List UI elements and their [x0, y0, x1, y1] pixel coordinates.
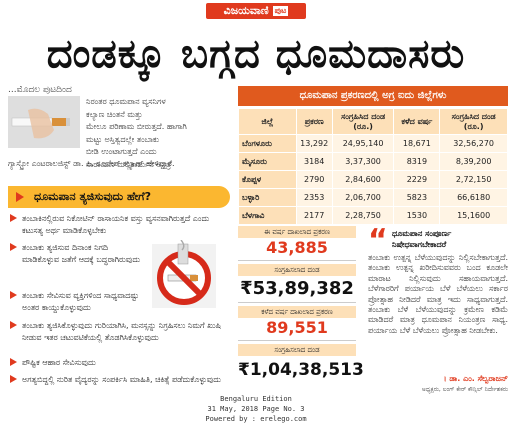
table-cell: 8,39,200	[439, 152, 508, 171]
table-cell: 2353	[295, 188, 333, 207]
district-cell: ಕೊಪ್ಪಳ	[238, 170, 297, 189]
tip-item: ತಂಬಾಕು ತ್ಯಜಿಸುವ ದಿನಾಂಕ ನಿಗದಿ ಮಾಡಿಕೊಳ್ಳುವ…	[10, 242, 146, 265]
newspaper-logo[interactable]: ವಿಜಯವಾಣಿ ಪುಟ	[206, 3, 306, 19]
divider	[238, 302, 356, 303]
district-cell: ಬೆಳಗಾವಿ	[238, 206, 297, 225]
arrow-bullet-icon	[16, 192, 24, 202]
table-cell: 2,28,750	[331, 206, 395, 225]
table-cell: 2177	[295, 206, 333, 225]
tip-text: ತಂಬಾಕು ಸೇವಿಸುವ ವ್ಯಕ್ತಿಗಳಿಂದ ಸಾಧ್ಯವಾದಷ್ಟು…	[22, 291, 139, 312]
stat-label: ಕಳೆದ ವರ್ಷ ದಾಖಲಾದ ಪ್ರಕರಣ	[238, 306, 356, 318]
arrow-bullet-icon	[10, 321, 17, 329]
table-cell: 1530	[393, 206, 441, 225]
table-cell: 5823	[393, 188, 441, 207]
district-cell: ಬೆಂಗಳೂರು	[238, 134, 297, 153]
intro-closing-line: ಗ್ಯಾಸ್ಟ್ರೋ ಎಂಟರಾಲಜಿಸ್ಟ್ ಡಾ. ಪಿ. ರೂಪೇಶ್ ಕ…	[8, 159, 175, 168]
column-header: ಸಂಗ್ರಹಿಸಿದ ದಂಡ (ರೂ.)	[331, 108, 395, 135]
district-cell: ಬಳ್ಳಾರಿ	[238, 188, 297, 207]
tip-text: ತಂಬಾಕು ತ್ಯಜಿಸಿಕೊಳ್ಳುವುದು ಗುರಿಯಾಗಿಸಿ, ಮನಸ…	[22, 321, 221, 342]
table-cell: 2,06,700	[331, 188, 395, 207]
intro-line: ಕಲ್ಯಾಣ ಚಿಂತನೆ ಮತ್ತು	[86, 109, 143, 119]
table-cell: 2,84,600	[331, 170, 395, 189]
table-cell: 66,6180	[439, 188, 508, 207]
district-cell: ಮೈಸೂರು	[238, 152, 297, 171]
table-cell: 8319	[393, 152, 441, 171]
table-cell: 2790	[295, 170, 333, 189]
column-header: ಕಳೆದ ವರ್ಷ	[393, 108, 441, 135]
page-badge: ಪುಟ	[272, 6, 289, 16]
intro-line: ನಾರಾಯಣ ಮಲ್ಲಿಕಾರ್ಜುನ ಆಸ್ಪತ್ರೆ	[86, 159, 172, 169]
tip-item: ತಂಬಾಕಿನಲ್ಲಿರುವ ನಿಕೋಟಿನ್ ರಾಸಾಯನಿಕ ವಸ್ತು ವ…	[10, 213, 224, 236]
stat-label: ಸಂಗ್ರಹಿಸಲಾದ ದಂಡ	[238, 344, 356, 356]
intro-line: ಮೇಲೂ ಪರಿಣಾಮ ಬೀರುತ್ತದೆ. ಹಾಗಾಗಿ	[86, 122, 187, 132]
intro-text: ನಿರಂತರ ಧೂಮಪಾನ ವ್ಯಸನಿಗಳ ಕಲ್ಯಾಣ ಚಿಂತನೆ ಮತ್…	[86, 96, 230, 172]
quote-author-role: ಅಧ್ಯಕ್ಷರು, ಲಂಗ್ ಕೇರ್ ಕೌನ್ಸಿಲ್ ನಿರ್ದೇಶಕರು	[421, 386, 508, 393]
tip-text: ಅಗತ್ಯಬಿದ್ದಲ್ಲಿ ನುರಿತ ವೈದ್ಯರನ್ನು ಸಂಪರ್ಕಿಸ…	[22, 375, 221, 384]
arrow-bullet-icon	[10, 243, 17, 251]
arrow-bullet-icon	[10, 214, 17, 222]
footer-date-page: 31 May, 2018 Page No. 3	[207, 405, 305, 413]
stat-label: ಸಂಗ್ರಹಿಸಲಾದ ದಂಡ	[238, 264, 356, 276]
quit-section-title: ಧೂಮಪಾನ ತ್ಯಜಿಸುವುದು ಹೇಗೆ?	[8, 186, 230, 208]
table-cell: 32,56,270	[439, 134, 508, 153]
cigarette-photo	[8, 96, 80, 148]
divider	[238, 260, 356, 261]
tip-item: ಪೌಷ್ಟಿಕ ಆಹಾರ ಸೇವಿಸುವುದು	[10, 357, 230, 369]
tip-item: ತಂಬಾಕು ತ್ಯಜಿಸಿಕೊಳ್ಳುವುದು ಗುರಿಯಾಗಿಸಿ, ಮನಸ…	[10, 320, 230, 343]
districts-table: ಜಿಲ್ಲೆ ಪ್ರಕರಣ ಸಂಗ್ರಹಿಸಿದ ದಂಡ (ರೂ.) ಕಳೆದ …	[238, 108, 508, 225]
stat-value: ₹53,89,382	[240, 278, 354, 299]
continued-label: ...ಮೊದಲ ಪುಟದಿಂದ	[8, 85, 72, 95]
footer-edition: Bengaluru Edition	[220, 395, 292, 403]
intro-line: ನಿರಂತರ ಧೂಮಪಾನ ವ್ಯಸನಿಗಳ	[86, 97, 166, 106]
no-smoking-icon	[148, 239, 220, 312]
stat-value: 89,551	[266, 318, 328, 337]
stat-value: 43,885	[266, 238, 328, 257]
table-cell: 3,37,300	[331, 152, 395, 171]
table-cell: 18,671	[393, 134, 441, 153]
masthead: ವಿಜಯವಾಣಿ ಪುಟ	[0, 0, 512, 22]
divider	[238, 340, 356, 341]
table-title: ಧೂಮಪಾನ ಪ್ರಕರಣದಲ್ಲಿ ಅಗ್ರ ಐದು ಜಿಲ್ಲೆಗಳು	[238, 86, 508, 106]
column-header: ಸಂಗ್ರಹಿಸಿದ ದಂಡ (ರೂ.)	[439, 108, 508, 135]
column-header: ಪ್ರಕರಣ	[295, 108, 333, 135]
table-cell: 15,1600	[439, 206, 508, 225]
intro-line: ಬೀಡಿ ಉಂಟಾಗುತ್ತದೆ ಎಂದು	[86, 147, 157, 157]
stat-label: ಈ ವರ್ಷ ದಾಖಲಾದ ಪ್ರಕರಣ	[238, 226, 356, 238]
tip-item: ಅಗತ್ಯಬಿದ್ದಲ್ಲಿ ನುರಿತ ವೈದ್ಯರನ್ನು ಸಂಪರ್ಕಿಸ…	[10, 374, 230, 386]
table-row: ಬಳ್ಳಾರಿ 2353 2,06,700 5823 66,6180	[238, 188, 508, 207]
column-header: ಜಿಲ್ಲೆ	[238, 108, 297, 135]
table-cell: 3184	[295, 152, 333, 171]
quote-mark-icon: “	[368, 223, 388, 258]
table-cell: 2229	[393, 170, 441, 189]
stat-value: ₹1,04,38,513	[238, 360, 364, 380]
table-row: ಕೊಪ್ಪಳ 2790 2,84,600 2229 2,72,150	[238, 170, 508, 189]
arrow-bullet-icon	[10, 291, 17, 299]
table-cell: 13,292	[295, 134, 333, 153]
headline: ದಂಡಕ್ಕೂ ಬಗ್ಗದ ಧೂಮದಾಸರು	[46, 31, 466, 77]
quote-author: । ಡಾ. ಎಂ. ಸೆಲ್ವರಾಜನ್	[443, 374, 508, 383]
footer: Bengaluru Edition 31 May, 2018 Page No. …	[0, 394, 512, 424]
tip-text: ತಂಬಾಕಿನಲ್ಲಿರುವ ನಿಕೋಟಿನ್ ರಾಸಾಯನಿಕ ವಸ್ತು ವ…	[22, 214, 210, 235]
logo-text: ವಿಜಯವಾಣಿ	[223, 4, 269, 17]
tip-text: ಪೌಷ್ಟಿಕ ಆಹಾರ ಸೇವಿಸುವುದು	[22, 358, 96, 367]
arrow-bullet-icon	[10, 358, 17, 366]
tip-item: ತಂಬಾಕು ಸೇವಿಸುವ ವ್ಯಕ್ತಿಗಳಿಂದ ಸಾಧ್ಯವಾದಷ್ಟು…	[10, 290, 146, 313]
table-cell: 24,95,140	[331, 134, 395, 153]
table-row: ಬೆಂಗಳೂರು 13,292 24,95,140 18,671 32,56,2…	[238, 134, 508, 153]
table-row: ಮೈಸೂರು 3184 3,37,300 8319 8,39,200	[238, 152, 508, 171]
table-row: ಬೆಳಗಾವಿ 2177 2,28,750 1530 15,1600	[238, 206, 508, 225]
quit-title-text: ಧೂಮಪಾನ ತ್ಯಜಿಸುವುದು ಹೇಗೆ?	[34, 190, 151, 203]
table-cell: 2,72,150	[439, 170, 508, 189]
arrow-bullet-icon	[10, 375, 17, 383]
intro-line: ಮಟ್ಟು ಅಸ್ತಿತ್ವದಲ್ಲೇ ತಂಬಾಕು	[86, 134, 160, 144]
quote-body: ತಂಬಾಕು ಉತ್ಪನ್ನ ಬೆಳೆಯುವುದನ್ನು ನಿಲ್ಲಿಸಬೇಕಾ…	[368, 253, 508, 335]
tip-text: ತಂಬಾಕು ತ್ಯಜಿಸುವ ದಿನಾಂಕ ನಿಗದಿ ಮಾಡಿಕೊಳ್ಳುವ…	[22, 243, 141, 264]
table-header-row: ಜಿಲ್ಲೆ ಪ್ರಕರಣ ಸಂಗ್ರಹಿಸಿದ ದಂಡ (ರೂ.) ಕಳೆದ …	[238, 108, 508, 135]
footer-powered-link[interactable]: Powered by : erelego.com	[205, 415, 307, 423]
quote-title: ಧೂಮಪಾನ ಸಂಪೂರ್ಣ ನಿಷೇಧವಾಗಬೇಕಾದರೆ	[392, 229, 452, 249]
